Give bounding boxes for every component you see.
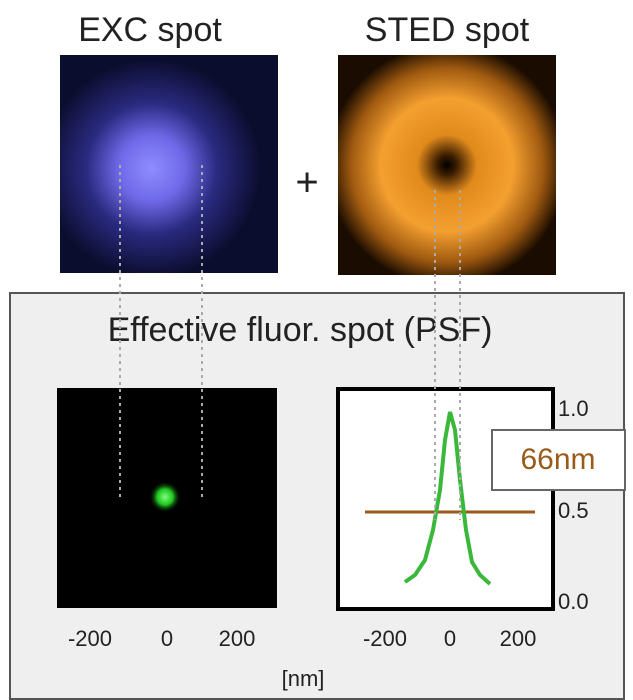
sted-title: STED spot	[365, 11, 530, 49]
unit-label: [nm]	[282, 666, 325, 691]
x-label: 0	[444, 626, 456, 651]
plus-sign: +	[295, 161, 318, 205]
x-label: 0	[161, 626, 173, 651]
y-label: 0.5	[558, 498, 589, 523]
x-label: 200	[219, 626, 256, 651]
x-label: -200	[363, 626, 407, 651]
sted-diagram: EXC spot STED spot + Effective fluor. sp…	[0, 0, 633, 700]
exc-image	[60, 55, 278, 273]
psf-spot	[149, 481, 181, 513]
fwhm-label: 66nm	[520, 443, 595, 476]
profile-plot	[338, 389, 553, 609]
x-label: 200	[500, 626, 537, 651]
x-label: -200	[68, 626, 112, 651]
exc-title: EXC spot	[78, 11, 222, 49]
sted-image	[338, 55, 556, 275]
y-label: 1.0	[558, 396, 589, 421]
y-label: 0.0	[558, 589, 589, 614]
